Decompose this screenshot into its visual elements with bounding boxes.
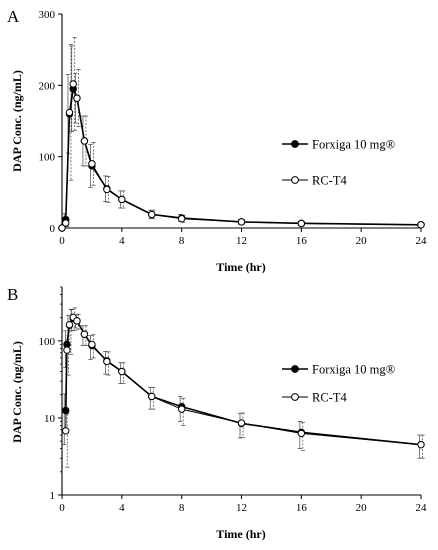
y-axis-title-b: DAP Conc. (ng/mL) [10, 341, 24, 443]
data-point-b-1-0 [62, 427, 70, 435]
legend-label-b-1: RC-T4 [312, 391, 347, 405]
series-line-a-0 [61, 85, 422, 229]
data-point-a-1-7 [103, 185, 111, 194]
x-tick-label-b-4: 16 [296, 502, 308, 514]
data-point-b-1-8 [118, 367, 126, 376]
x-tick-label-b-5: 20 [356, 502, 368, 514]
data-point-a-1-10 [177, 215, 186, 223]
series-group-b [62, 307, 425, 468]
data-point-a-1-9 [148, 210, 156, 219]
y-tick-label-a-0: 0 [50, 223, 56, 235]
x-tick-label-b-2: 8 [179, 502, 185, 514]
panel-label-a: A [7, 7, 20, 26]
data-point-b-1-7 [103, 357, 111, 366]
data-point-b-1-5 [80, 330, 89, 338]
data-point-b-1-6 [88, 340, 96, 349]
x-axis-title-a: Time (hr) [216, 260, 265, 274]
panel-label-b: B [7, 285, 18, 304]
x-tick-label-a-0: 0 [59, 235, 65, 247]
y-tick-label-a-3: 300 [39, 9, 56, 21]
data-point-a-1-1 [62, 219, 70, 227]
data-point-b-0-0 [62, 406, 70, 415]
x-tick-label-a-1: 4 [119, 235, 125, 247]
series-group-a [58, 37, 425, 232]
data-point-b-1-12 [297, 429, 306, 438]
legend-label-a-1: RC-T4 [312, 174, 347, 188]
data-point-a-1-0 [58, 224, 66, 232]
y-tick-label-b-0: 1 [50, 490, 56, 502]
legend-marker-b-1 [291, 393, 299, 401]
x-tick-label-b-0: 0 [59, 502, 65, 514]
y-tick-label-b-1: 10 [44, 413, 56, 425]
x-tick-label-b-1: 4 [119, 502, 125, 514]
data-point-b-1-11 [237, 419, 246, 427]
x-axis-title-b: Time (hr) [216, 527, 265, 541]
data-point-a-1-13 [417, 221, 425, 229]
data-point-b-1-9 [148, 392, 156, 401]
data-point-a-1-3 [69, 80, 77, 88]
legend-marker-a-1 [291, 176, 299, 184]
legend-label-b-0: Forxiga 10 mg® [312, 363, 395, 377]
axis-ticks-b: 0 4 8 12 16 20 24 1 10 100 [39, 286, 428, 514]
legend-label-a-0: Forxiga 10 mg® [312, 138, 395, 152]
axis-ticks-a: 0 4 8 12 16 20 24 0 100 200 300 [39, 9, 428, 247]
data-point-a-1-11 [237, 218, 246, 226]
x-tick-label-a-5: 20 [356, 235, 368, 247]
x-tick-label-a-3: 12 [236, 235, 247, 247]
data-point-a-1-8 [118, 195, 126, 204]
data-point-a-1-6 [88, 160, 96, 168]
legend-b: Forxiga 10 mg® RC-T4 [282, 363, 395, 405]
data-point-b-1-13 [417, 440, 425, 449]
x-tick-label-b-6: 24 [416, 502, 428, 514]
data-point-a-1-4 [73, 94, 81, 102]
x-tick-label-a-2: 8 [179, 235, 185, 247]
y-tick-label-a-1: 100 [39, 152, 56, 164]
x-tick-label-a-6: 24 [416, 235, 428, 247]
data-point-a-1-12 [297, 219, 306, 228]
data-point-b-1-10 [177, 405, 186, 413]
legend-a: Forxiga 10 mg® RC-T4 [282, 138, 395, 188]
legend-marker-a-0 [291, 140, 299, 148]
data-point-b-1-2 [65, 321, 74, 329]
x-tick-label-a-4: 16 [296, 235, 308, 247]
data-point-a-1-5 [80, 137, 89, 145]
data-point-a-1-2 [65, 108, 74, 117]
y-tick-label-b-2: 100 [39, 336, 56, 348]
x-tick-label-b-3: 12 [236, 502, 247, 514]
panel-b: B DAP Conc. (ng/mL) Time (hr) 0 4 8 12 16 20 2… [7, 285, 427, 541]
panel-a: A DAP Conc. (ng/mL) Time (hr) 0 4 8 12 16 20 2… [7, 7, 427, 274]
legend-marker-b-0 [291, 365, 299, 373]
y-axis-title-a: DAP Conc. (ng/mL) [10, 70, 24, 172]
y-tick-label-a-2: 200 [39, 80, 56, 92]
data-point-b-1-1 [63, 346, 71, 354]
series-line-a-1 [61, 83, 422, 229]
data-point-b-1-4 [73, 317, 81, 325]
